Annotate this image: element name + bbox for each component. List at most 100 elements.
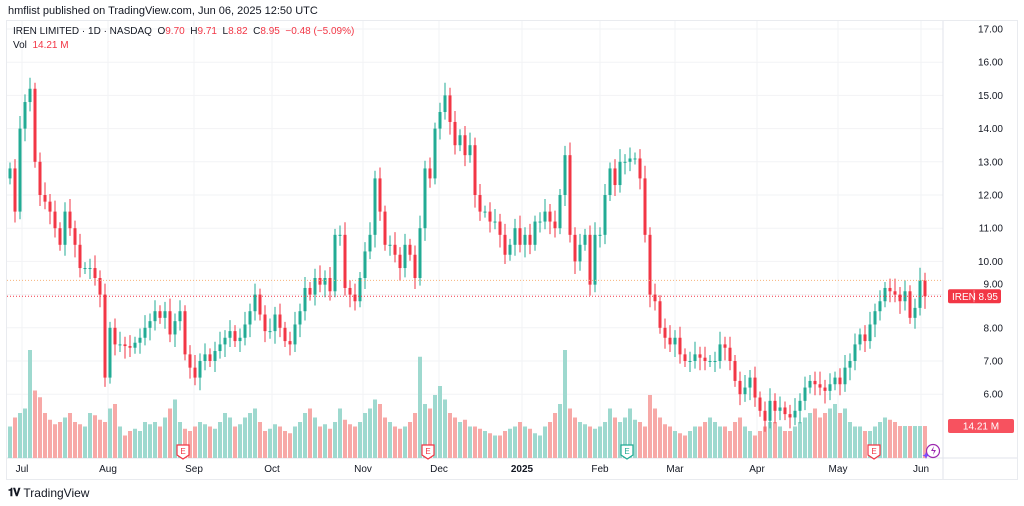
volume-bar	[43, 413, 47, 458]
volume-badge-value: 14.21 M	[963, 422, 999, 433]
candle-body	[898, 294, 902, 302]
candle-body	[863, 334, 867, 342]
candle-body	[28, 88, 32, 103]
volume-bar	[168, 408, 172, 458]
candle-body	[803, 387, 807, 401]
candle-body	[853, 344, 857, 361]
volume-bar	[738, 417, 742, 458]
candle-body	[523, 234, 527, 245]
chart-frame	[6, 20, 1018, 480]
volume-bar	[63, 417, 67, 458]
candle-body	[838, 377, 842, 385]
volume-bar	[733, 422, 737, 458]
low-value: 8.82	[228, 26, 248, 37]
volume-bar	[393, 426, 397, 458]
candle-body	[193, 367, 197, 378]
volume-bar	[248, 413, 252, 458]
volume-bar	[783, 431, 787, 458]
volume-bar	[163, 417, 167, 458]
volume-bar	[78, 424, 82, 458]
tradingview-logo[interactable]: 𝟏𝐕 TradingView	[8, 486, 89, 500]
volume-bar	[653, 408, 657, 458]
sparkle-icon	[922, 452, 930, 459]
candle-body	[378, 178, 382, 212]
volume-bar	[273, 424, 277, 458]
candle-body	[578, 244, 582, 262]
candle-body	[713, 361, 717, 362]
earnings-marker[interactable]: E	[176, 444, 190, 460]
volume-bar	[668, 426, 672, 458]
candle-body	[203, 354, 207, 361]
candle-body	[218, 344, 222, 352]
volume-bar	[773, 422, 777, 458]
candle-body	[333, 234, 337, 292]
volume-bar	[613, 417, 617, 458]
volume-bar	[673, 431, 677, 458]
candle-body	[548, 211, 552, 222]
candle-body	[768, 400, 772, 421]
candle-body	[558, 195, 562, 229]
earnings-marker[interactable]: E	[620, 444, 634, 460]
candle-body	[533, 221, 537, 245]
volume-bar	[838, 413, 842, 458]
candle-body	[38, 161, 42, 195]
candle-body	[303, 287, 307, 312]
chart-legend: IREN LIMITED · 1D · NASDAQ O9.70 H9.71 L…	[13, 25, 354, 53]
volume-bar	[893, 422, 897, 458]
candle-body	[13, 168, 17, 212]
candle-body	[723, 344, 727, 348]
candle-body	[708, 361, 712, 362]
close-label: C	[253, 26, 261, 37]
candle-body	[118, 344, 122, 346]
volume-bar	[588, 426, 592, 458]
volume-bar	[208, 426, 212, 458]
candle-body	[178, 311, 182, 322]
earnings-icon	[421, 444, 435, 460]
x-tick-label: 2025	[511, 464, 534, 475]
candle-body	[888, 287, 892, 292]
candle-body	[248, 311, 252, 325]
candle-body	[53, 211, 57, 229]
volume-bar	[308, 408, 312, 458]
volume-bar	[28, 350, 32, 458]
volume-bar	[658, 417, 662, 458]
brand-name: TradingView	[23, 486, 90, 500]
volume-bar	[573, 417, 577, 458]
symbol-title[interactable]: IREN LIMITED · 1D · NASDAQ	[13, 26, 152, 37]
volume-bar	[353, 426, 357, 458]
candle-body	[648, 234, 652, 295]
volume-bar	[528, 428, 532, 458]
earnings-marker[interactable]: E	[421, 444, 435, 460]
earnings-icon	[176, 444, 190, 460]
candle-body	[103, 294, 107, 378]
volume-bar	[923, 426, 927, 458]
volume-bar	[138, 431, 142, 458]
candle-body	[298, 311, 302, 325]
volume-bar	[133, 428, 137, 458]
candle-body	[913, 307, 917, 318]
earnings-marker[interactable]: E	[867, 444, 881, 460]
volume-bar	[828, 408, 832, 458]
candle-body	[733, 361, 737, 381]
volume-bar	[383, 417, 387, 458]
candle-body	[138, 337, 142, 343]
volume-bar	[898, 426, 902, 458]
volume-bar	[303, 413, 307, 458]
volume-bar	[338, 408, 342, 458]
volume-bar	[243, 417, 247, 458]
volume-bar	[788, 431, 792, 458]
volume-bar	[698, 426, 702, 458]
volume-bar	[448, 413, 452, 458]
candle-body	[48, 201, 52, 212]
volume-bar	[423, 404, 427, 458]
x-tick-label: Dec	[430, 464, 448, 475]
candle-body	[563, 155, 567, 195]
lightning-icon[interactable]	[922, 443, 941, 460]
volume-bar	[843, 408, 847, 458]
last-price-symbol: IREN	[952, 292, 976, 303]
candle-body	[418, 228, 422, 278]
candle-body	[848, 361, 852, 368]
change-value: −0.48 (−5.09%)	[285, 26, 355, 37]
volume-bar	[213, 428, 217, 458]
